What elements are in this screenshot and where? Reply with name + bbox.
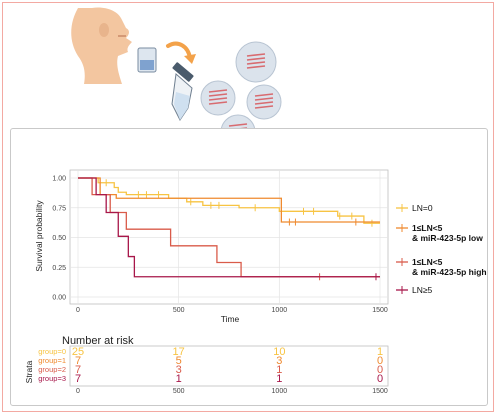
rna-strand: [246, 65, 266, 69]
risk-value: 1: [276, 373, 282, 385]
risk-value: 7: [75, 373, 81, 385]
y-tick-label: 1.00: [52, 176, 66, 183]
series-line-1: [78, 177, 380, 223]
x-tick-label: 0: [76, 307, 80, 314]
series-line-0: [78, 177, 380, 224]
risk-value: 3: [276, 355, 282, 367]
risk-value: 1: [377, 346, 383, 358]
risk-value: 7: [75, 364, 81, 376]
rna-strand: [208, 93, 228, 97]
km-axes: 0 500 1000 1500 0.00 0.25 0.50 0.75 1.00: [52, 176, 388, 315]
risk-x-tick-label: 500: [173, 388, 185, 395]
y-axis-label: Survival probability: [34, 200, 44, 272]
risk-x-tick-label: 1500: [372, 388, 388, 395]
legend-entry: LN≥5: [412, 285, 433, 295]
legend-entry: LN=0: [412, 203, 433, 213]
strata-label: group=0: [38, 347, 66, 356]
risk-table-ylabel: Strata: [24, 360, 34, 383]
risk-value: 17: [173, 346, 185, 358]
risk-value: 0: [377, 373, 383, 385]
risk-value: 1: [276, 364, 282, 376]
x-tick-label: 1000: [272, 307, 288, 314]
rna-strand: [246, 57, 266, 61]
risk-value: 1: [176, 373, 182, 385]
risk-value: 0: [377, 355, 383, 367]
km-series: [78, 177, 380, 281]
y-tick-label: 0.00: [52, 295, 66, 302]
risk-table-title: Number at risk: [62, 335, 134, 347]
risk-value: 5: [176, 355, 182, 367]
x-axis-label: Time: [221, 314, 240, 324]
risk-value: 25: [72, 346, 84, 358]
x-tick-label: 500: [173, 307, 185, 314]
tube-icon: [137, 47, 194, 121]
risk-x-tick-label: 0: [76, 388, 80, 395]
risk-x-tick-label: 1000: [272, 388, 288, 395]
legend-entry-sub: & miR-423-5p high: [412, 267, 487, 277]
legend-entry: 1≤LN<5: [412, 223, 443, 233]
y-tick-label: 0.25: [52, 265, 66, 272]
rna-strand: [228, 123, 248, 127]
rna-strand: [254, 101, 274, 105]
risk-value: 3: [176, 364, 182, 376]
rna-strand: [254, 97, 274, 101]
rna-strand: [254, 105, 274, 109]
y-tick-label: 0.75: [52, 205, 66, 212]
x-tick-label: 1500: [372, 307, 388, 314]
figure-frame: [2, 2, 494, 412]
legend-entry-sub: & miR-423-5p low: [412, 233, 483, 243]
legend-entry: 1≤LN<5: [412, 257, 443, 267]
rna-strand: [254, 93, 274, 97]
rna-strand: [208, 101, 228, 105]
arrow-icon: [166, 41, 196, 64]
rna-strand: [246, 53, 266, 57]
rna-strand: [246, 61, 266, 65]
strata-label: group=1: [38, 356, 66, 365]
risk-table-area: [69, 345, 389, 387]
series-line-3: [78, 177, 380, 278]
face-profile-icon: [71, 7, 132, 84]
strata-label: group=2: [38, 365, 66, 374]
strata-label: group=3: [38, 374, 66, 383]
risk-value: 7: [75, 355, 81, 367]
km-grid: [69, 169, 389, 305]
y-tick-label: 0.50: [52, 235, 66, 242]
cell-disc: [235, 41, 277, 83]
rna-strand: [208, 97, 228, 101]
risk-value: 10: [273, 346, 285, 358]
risk-value: 0: [377, 364, 383, 376]
rna-strand: [208, 89, 228, 93]
